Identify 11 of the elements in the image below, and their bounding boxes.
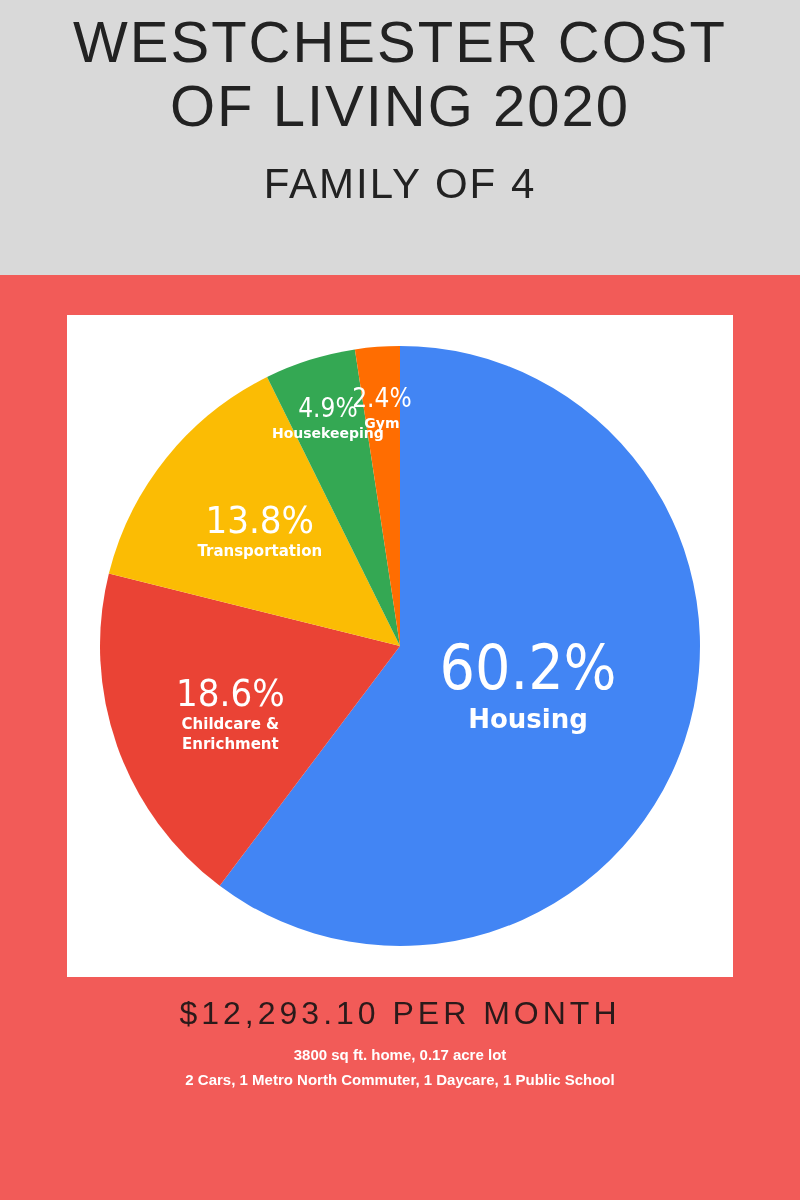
chart-subtitle: FAMILY OF 4 [262,160,538,208]
text: 2 Cars, 1 Metro North Commuter, 1 Daycare, 1 Public School [184,1071,616,1088]
text: $12,293.10 PER MONTH [178,995,622,1032]
data-label: 13.8% [205,498,315,543]
slice-label: Housing [468,703,588,734]
data-label: 18.6% [176,671,285,716]
text: 3800 sq ft. home, 0.17 acre lot [292,1046,508,1063]
slice-label: Childcare & Enrichment [181,714,280,753]
chart-title: WESTCHESTER COST OF LIVING 2020 [72,9,728,138]
data-label: 60.2% [439,630,617,704]
slice-label: Transportation [197,541,323,560]
